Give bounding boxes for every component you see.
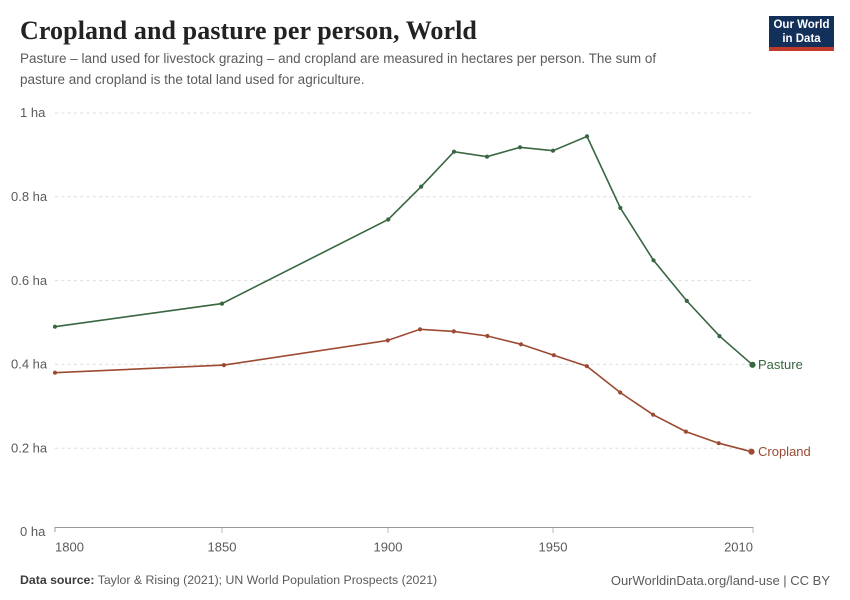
- svg-text:0.8 ha: 0.8 ha: [11, 189, 48, 204]
- svg-text:1900: 1900: [374, 540, 403, 555]
- svg-text:0 ha: 0 ha: [20, 524, 46, 539]
- svg-text:1 ha: 1 ha: [20, 105, 46, 120]
- svg-text:Pasture: Pasture: [758, 357, 803, 372]
- svg-text:2010: 2010: [724, 540, 753, 555]
- svg-text:0.4 ha: 0.4 ha: [11, 357, 48, 372]
- svg-text:1950: 1950: [539, 540, 568, 555]
- svg-text:0.2 ha: 0.2 ha: [11, 440, 48, 455]
- svg-text:0.6 ha: 0.6 ha: [11, 273, 48, 288]
- svg-text:Cropland: Cropland: [758, 444, 811, 459]
- svg-text:1800: 1800: [55, 540, 84, 555]
- svg-text:1850: 1850: [208, 540, 237, 555]
